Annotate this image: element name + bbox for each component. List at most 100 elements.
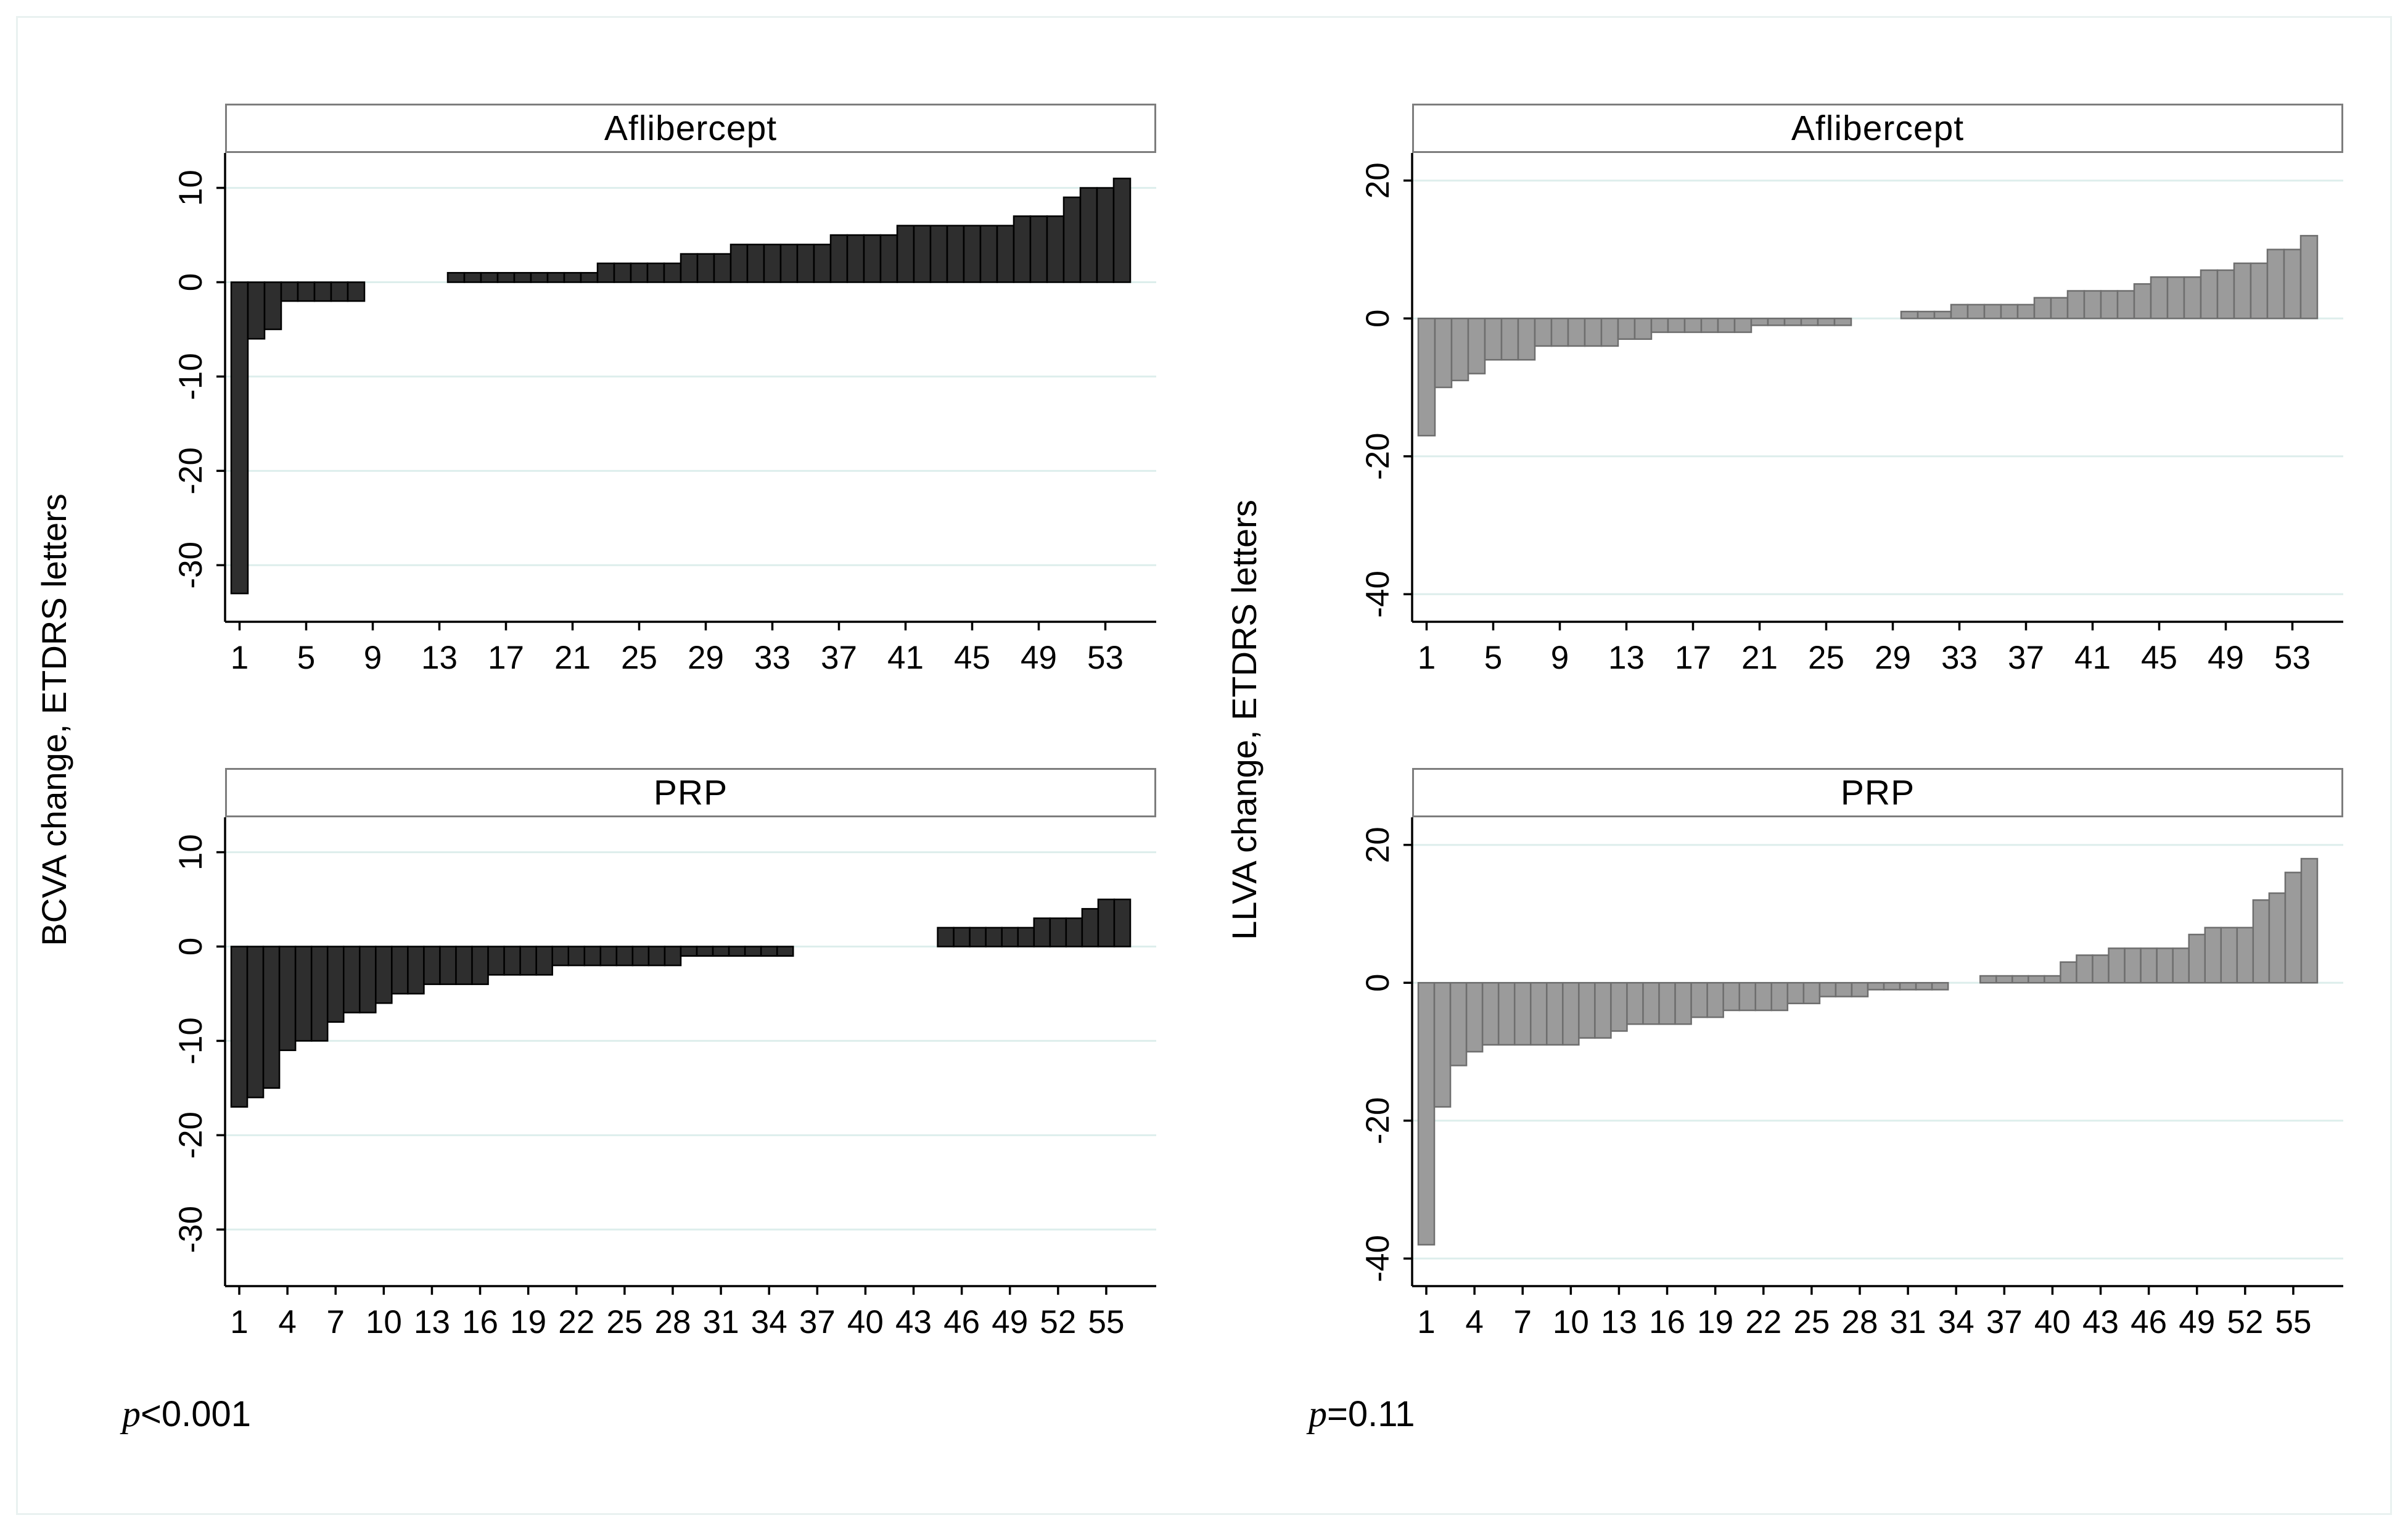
svg-text:20: 20 bbox=[1360, 827, 1396, 863]
bar bbox=[1049, 917, 1067, 947]
bar bbox=[1717, 317, 1736, 333]
bar bbox=[996, 225, 1015, 283]
svg-text:10: 10 bbox=[173, 170, 209, 206]
bar bbox=[1450, 317, 1469, 382]
bar bbox=[446, 271, 466, 283]
bar bbox=[455, 946, 473, 985]
svg-text:37: 37 bbox=[1986, 1304, 2023, 1340]
bar bbox=[647, 946, 666, 967]
svg-text:40: 40 bbox=[2034, 1304, 2071, 1340]
bar bbox=[2236, 926, 2254, 984]
bar bbox=[879, 234, 898, 283]
bar bbox=[953, 926, 971, 947]
svg-text:34: 34 bbox=[751, 1304, 787, 1340]
p-symbol: p bbox=[122, 1393, 141, 1434]
bar bbox=[2044, 975, 2061, 984]
bar bbox=[247, 281, 266, 340]
svg-text:37: 37 bbox=[2008, 640, 2044, 676]
bar bbox=[1113, 898, 1132, 947]
bar bbox=[1001, 926, 1019, 947]
bar bbox=[530, 271, 549, 283]
bar bbox=[2283, 249, 2302, 320]
svg-text:37: 37 bbox=[821, 640, 857, 676]
bar bbox=[391, 946, 409, 995]
panel-title-text: PRP bbox=[1840, 773, 1915, 812]
bar bbox=[463, 271, 482, 283]
bar bbox=[979, 225, 998, 283]
bar bbox=[1530, 981, 1548, 1046]
svg-text:21: 21 bbox=[1741, 640, 1778, 676]
bar bbox=[2284, 872, 2303, 984]
p-value-left: p<0.001 bbox=[122, 1393, 251, 1435]
bar bbox=[1642, 981, 1660, 1025]
panel-title: PRP bbox=[225, 768, 1156, 817]
bar bbox=[1733, 317, 1753, 333]
bar bbox=[1033, 917, 1051, 947]
bar bbox=[262, 946, 281, 1089]
bar bbox=[1484, 317, 1503, 361]
svg-text:22: 22 bbox=[1745, 1304, 1781, 1340]
svg-text:40: 40 bbox=[847, 1304, 884, 1340]
y-axis-label-right: LLVA change, ETDRS letters bbox=[1225, 500, 1264, 940]
bar bbox=[1029, 215, 1048, 283]
bar bbox=[1690, 981, 1708, 1018]
svg-text:49: 49 bbox=[2208, 640, 2244, 676]
bar bbox=[1899, 981, 1917, 991]
bar bbox=[1112, 178, 1132, 283]
svg-text:33: 33 bbox=[754, 640, 791, 676]
bar bbox=[1497, 981, 1516, 1046]
bar bbox=[2299, 234, 2319, 320]
bar bbox=[1722, 981, 1740, 1012]
svg-text:0: 0 bbox=[173, 938, 209, 955]
svg-text:33: 33 bbox=[1941, 640, 1978, 676]
svg-text:5: 5 bbox=[1484, 640, 1502, 676]
bar bbox=[1786, 981, 1805, 1005]
bar bbox=[1513, 981, 1532, 1046]
bar bbox=[1465, 981, 1484, 1053]
bar bbox=[2220, 926, 2238, 984]
bar bbox=[1046, 215, 1065, 283]
bar bbox=[343, 946, 361, 1013]
bar bbox=[407, 946, 425, 995]
bar bbox=[2116, 290, 2135, 320]
svg-text:13: 13 bbox=[414, 1304, 450, 1340]
bar bbox=[696, 946, 714, 957]
bar bbox=[1610, 981, 1628, 1032]
svg-text:52: 52 bbox=[1040, 1304, 1076, 1340]
bar bbox=[2200, 269, 2219, 320]
svg-text:-10: -10 bbox=[173, 353, 209, 400]
svg-text:31: 31 bbox=[1890, 1304, 1926, 1340]
bar bbox=[519, 946, 537, 976]
panel-aflibercept-bcva: Aflibercept 10 0 -10 -20 -30 1 5 9 13 17 21 25 29 33 3… bbox=[102, 104, 1169, 677]
bar bbox=[1062, 196, 1082, 283]
bar bbox=[503, 946, 521, 976]
bar bbox=[439, 946, 457, 985]
bar bbox=[1550, 317, 1569, 347]
svg-text:46: 46 bbox=[943, 1304, 980, 1340]
bar bbox=[946, 225, 965, 283]
svg-text:10: 10 bbox=[366, 1304, 402, 1340]
bar bbox=[1600, 317, 1619, 347]
panel-title-text: Aflibercept bbox=[604, 109, 778, 148]
bar bbox=[1081, 908, 1099, 947]
bar bbox=[1584, 317, 1603, 347]
bar bbox=[278, 946, 297, 1051]
bar bbox=[796, 244, 815, 283]
bar bbox=[1433, 981, 1452, 1108]
bar bbox=[696, 253, 715, 283]
bar-plot-prp-bcva: 10 0 -10 -20 -30 1 4 7 10 13 16 19 22 25 28 31 34 37 40 43 4… bbox=[173, 817, 1156, 1340]
bar bbox=[2108, 947, 2126, 984]
bar bbox=[664, 946, 682, 967]
bar bbox=[2124, 947, 2142, 984]
bar bbox=[330, 281, 349, 302]
bar bbox=[896, 225, 915, 283]
svg-text:5: 5 bbox=[297, 640, 315, 676]
bar bbox=[746, 244, 765, 283]
bar bbox=[2204, 926, 2222, 984]
panel-title: Aflibercept bbox=[225, 104, 1156, 153]
svg-text:21: 21 bbox=[554, 640, 591, 676]
bar bbox=[1915, 981, 1933, 991]
bar bbox=[1500, 317, 1519, 361]
bar bbox=[2092, 954, 2110, 984]
bar bbox=[846, 234, 865, 283]
